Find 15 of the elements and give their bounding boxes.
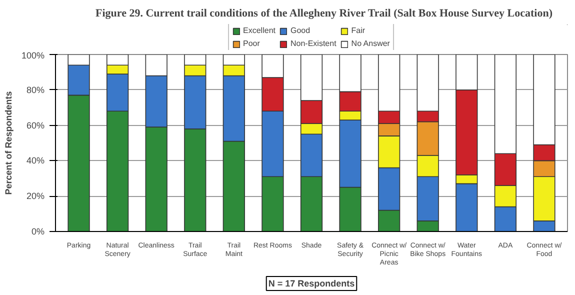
- y-tick-label: 20%: [26, 191, 44, 202]
- y-tick-label: 0%: [31, 226, 45, 236]
- legend-label: Fair: [351, 26, 366, 35]
- legend-label: Poor: [243, 39, 261, 48]
- y-tick-label: 40%: [26, 156, 44, 166]
- chart-title: Figure 29. Current trail conditions of the Allegheny River Trail (Salt Box House Survey Location): [96, 8, 553, 20]
- legend-label: Good: [290, 26, 310, 35]
- legend-label: Non-Existent: [290, 39, 336, 48]
- y-tick-label: 100%: [21, 50, 45, 60]
- legend-label: No Answer: [351, 39, 390, 48]
- text: N = 17 Respondents: [268, 278, 355, 288]
- y-tick-label: 60%: [26, 120, 44, 130]
- legend-label: Excellent: [243, 26, 276, 35]
- y-tick-label: 80%: [26, 84, 44, 95]
- y-axis-title: Percent of Respondents: [3, 91, 14, 195]
